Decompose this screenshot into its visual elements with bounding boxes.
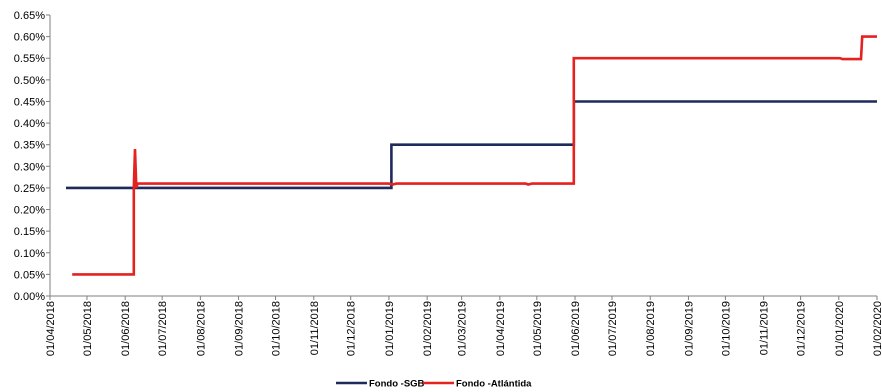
- x-tick-label: 01/02/2020: [872, 301, 882, 356]
- x-tick-label: 01/03/2019: [457, 301, 469, 356]
- y-tick-label: 0.35%: [14, 140, 45, 152]
- x-tick-label: 01/04/2018: [45, 301, 57, 356]
- legend-label: Fondo -SGB: [369, 379, 425, 390]
- x-tick-label: 01/09/2019: [683, 301, 695, 356]
- x-tick-label: 01/11/2018: [309, 301, 321, 355]
- y-tick-label: 0.15%: [14, 226, 45, 238]
- x-tick-label: 01/12/2018: [346, 301, 358, 356]
- series-line-atlantida: [72, 35, 877, 276]
- x-tick-label: 01/06/2019: [570, 301, 582, 356]
- x-tick-label: 01/10/2018: [271, 301, 283, 356]
- y-tick-label: 0.30%: [14, 161, 45, 173]
- x-tick-label: 01/07/2019: [607, 301, 619, 356]
- y-tick-label: 0.25%: [14, 183, 45, 195]
- x-tick-label: 01/08/2019: [645, 301, 657, 356]
- x-tick-label: 01/06/2018: [120, 301, 132, 356]
- y-tick-label: 0.40%: [14, 118, 45, 130]
- x-tick-label: 01/12/2019: [796, 301, 808, 356]
- y-tick-label: 0.55%: [14, 53, 45, 65]
- y-tick-label: 0.45%: [14, 96, 45, 108]
- x-tick-label: 01/11/2019: [759, 301, 771, 355]
- y-tick-label: 0.20%: [14, 205, 45, 217]
- x-tick-label: 01/01/2020: [834, 301, 846, 356]
- legend-label: Fondo -Atlántida: [456, 379, 532, 390]
- x-tick-label: 01/10/2019: [720, 301, 732, 356]
- x-tick-label: 01/05/2018: [82, 301, 94, 356]
- y-tick-label: 0.65%: [14, 10, 45, 22]
- x-tick-label: 01/08/2018: [195, 301, 207, 356]
- x-tick-label: 01/05/2019: [532, 301, 544, 356]
- y-tick-label: 0.10%: [14, 248, 45, 260]
- x-tick-label: 01/01/2019: [384, 301, 396, 356]
- y-tick-label: 0.50%: [14, 75, 45, 87]
- x-tick-label: 01/07/2018: [157, 301, 169, 356]
- y-tick-label: 0.00%: [14, 291, 45, 303]
- series-line-sgb: [66, 100, 877, 190]
- x-tick-label: 01/09/2018: [234, 301, 246, 356]
- x-axis: 01/04/2018 01/05/2018 01/06/2018 01/07/2018…: [45, 295, 882, 356]
- series-lines: [66, 35, 877, 276]
- y-tick-label: 0.05%: [14, 269, 45, 281]
- x-tick-label: 01/04/2019: [495, 301, 507, 356]
- x-tick-label: 01/02/2019: [422, 301, 434, 356]
- y-axis: 0.00% 0.05% 0.10% 0.15% 0.20% 0.25% 0.30% 0.35%…: [14, 10, 51, 303]
- y-tick-label: 0.60%: [14, 32, 45, 44]
- legend: Fondo -SGB Fondo -Atlántida: [336, 379, 532, 390]
